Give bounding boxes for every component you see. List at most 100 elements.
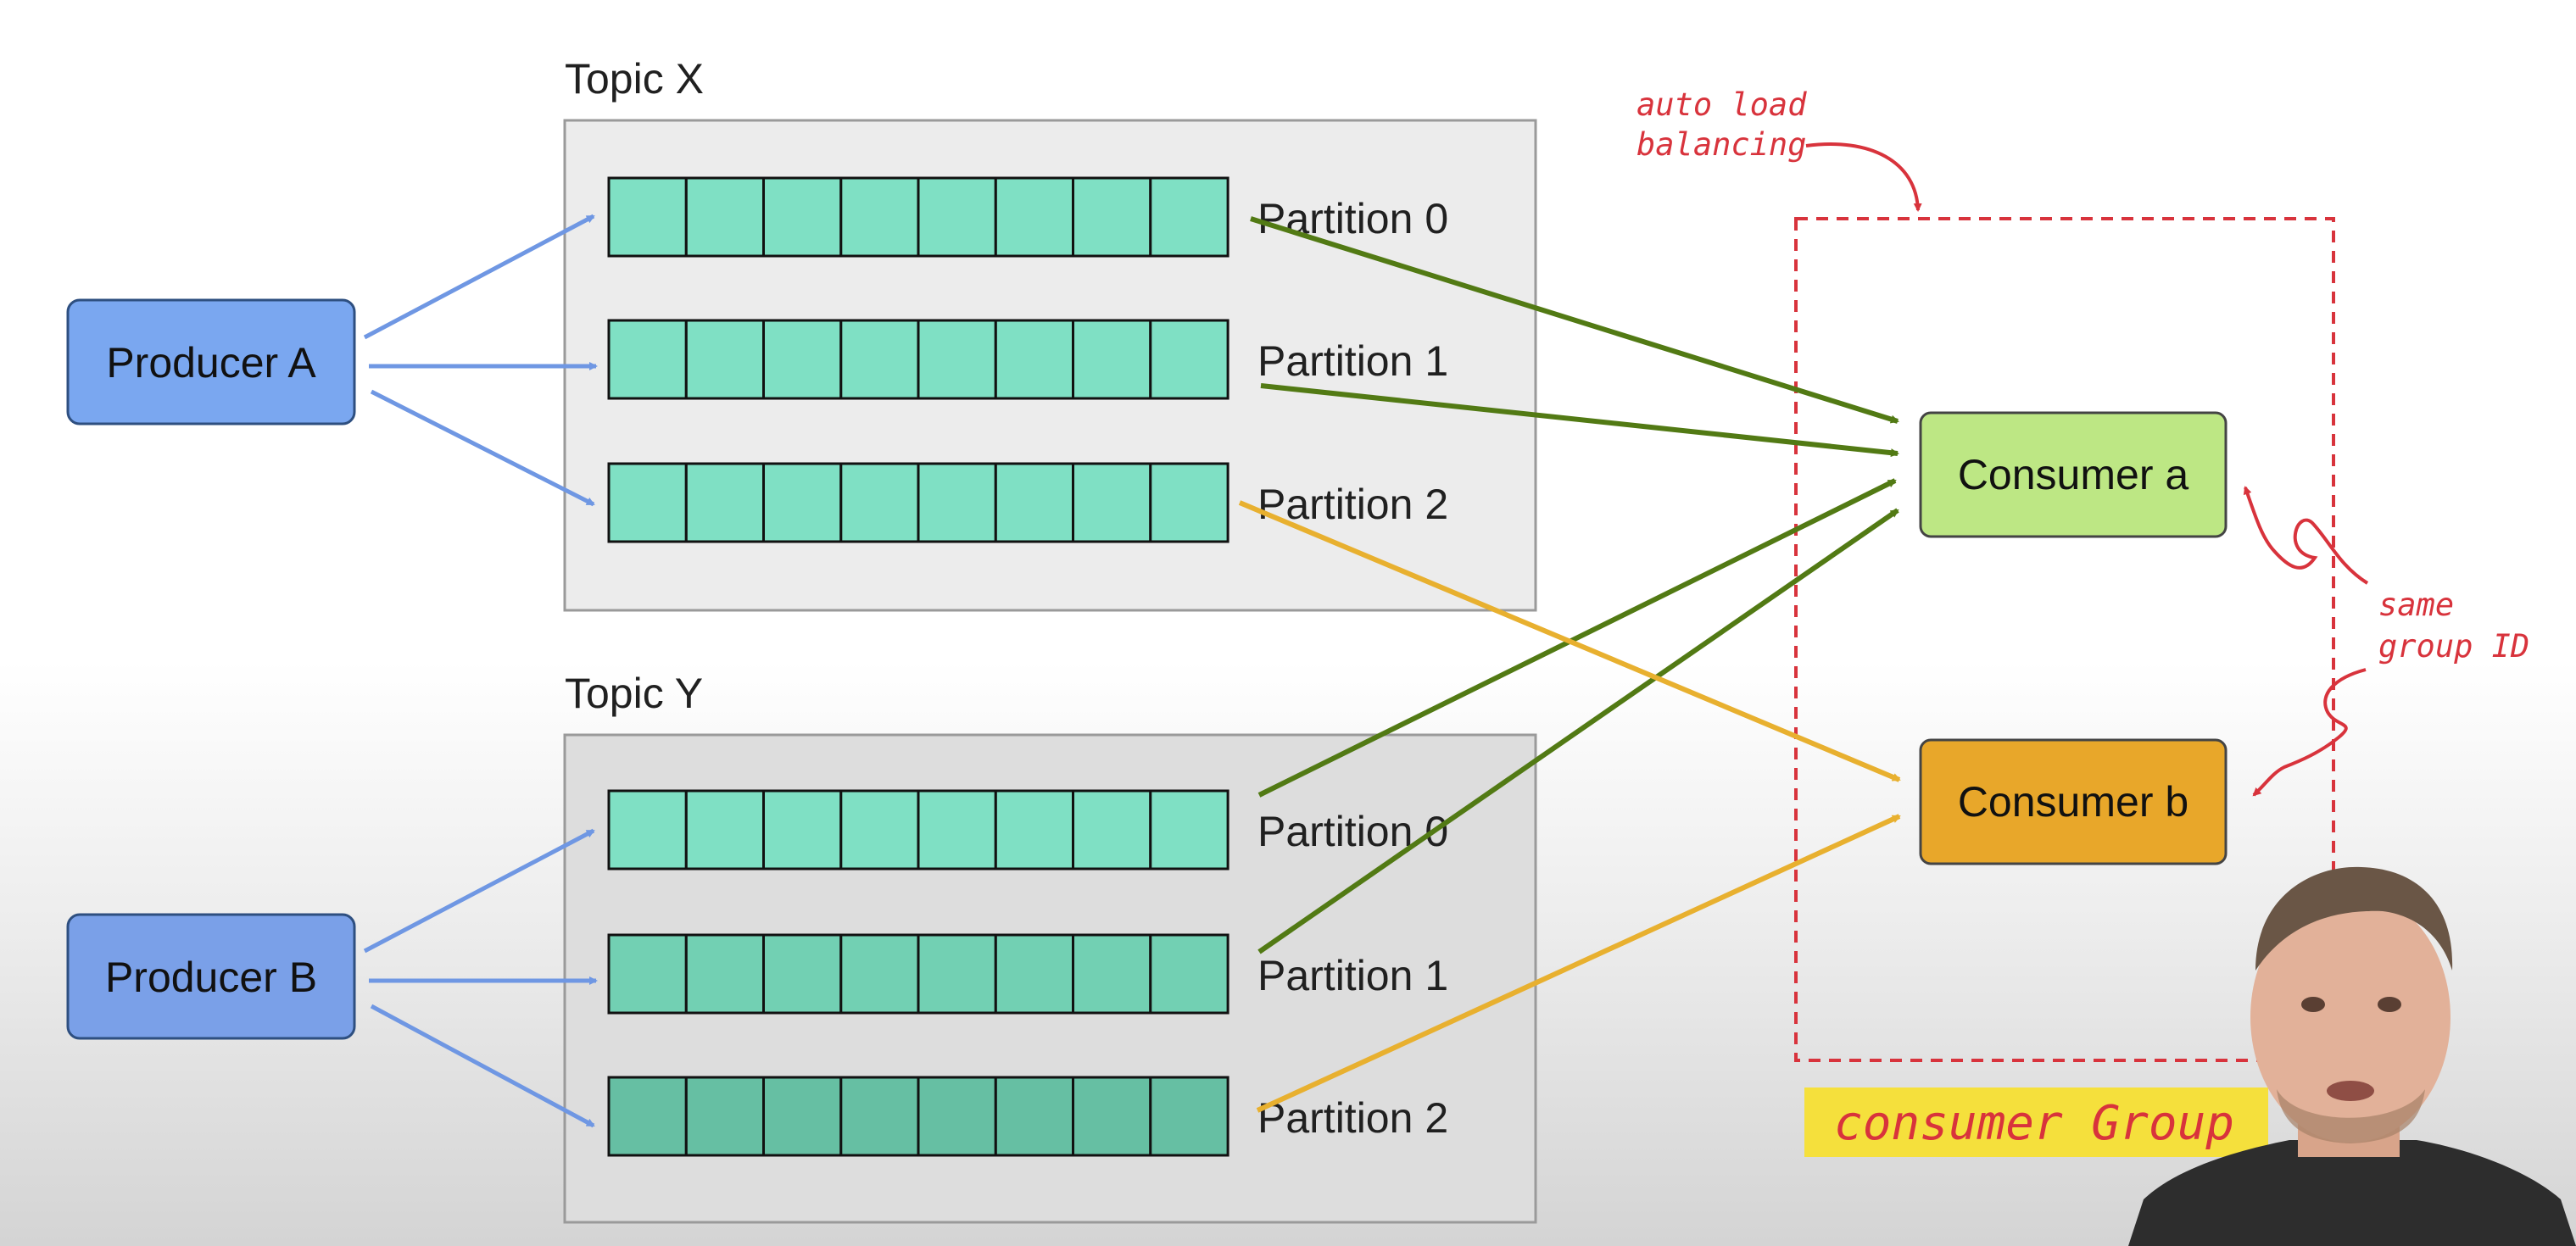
partition-cell [1072, 462, 1152, 543]
consumer-group-boundary [1794, 217, 2335, 1062]
partition-cell [994, 176, 1075, 258]
partition-cell [762, 933, 843, 1015]
partition-cell [684, 176, 766, 258]
topic-x: Topic X Partition 0 Partition 1 Partitio… [563, 55, 1537, 612]
arrow-x-p2-to-consumer-b [1238, 500, 1901, 782]
presenter-eye-left [2301, 997, 2325, 1012]
partition-cell [917, 462, 997, 543]
partition-cell [1072, 1076, 1152, 1157]
topic-y-partition-1: Partition 1 [607, 933, 1448, 1015]
partition-label: Partition 0 [1257, 808, 1448, 855]
partition-cell [607, 789, 688, 871]
topic-x-partition-2: Partition 2 [607, 462, 1448, 543]
partition-cell [839, 176, 920, 258]
partition-cell [1149, 176, 1229, 258]
partition-cell [762, 462, 843, 543]
producer-arrows [363, 214, 598, 1128]
partition-log-cells [607, 319, 1229, 400]
topic-y: Topic Y Partition 0 Partition 1 Partitio… [563, 670, 1537, 1224]
consumer-b-box [1919, 738, 2228, 865]
arrow-y-p2-to-consumer-b [1256, 814, 1901, 1113]
partition-cell [994, 1076, 1075, 1157]
partition-cell [607, 933, 688, 1015]
consumer-group-label-highlight [1804, 1087, 2268, 1157]
presenter-face [2250, 892, 2451, 1143]
consumer-a: Consumer a [1919, 411, 2228, 538]
producer-b-label: Producer B [105, 954, 317, 1001]
producer-a: Producer A [66, 298, 356, 426]
partition-cell [684, 462, 766, 543]
partition-cell [917, 319, 997, 400]
partition-cell [762, 789, 843, 871]
topic-x-title: Topic X [565, 55, 704, 103]
topic-y-partition-0: Partition 0 [607, 789, 1448, 871]
partition-cell [607, 176, 688, 258]
partition-cell [762, 319, 843, 400]
partition-label: Partition 1 [1257, 337, 1448, 385]
annotation-text-line: auto load [1636, 86, 1807, 123]
partition-log-cells [607, 176, 1229, 258]
partition-cell [917, 176, 997, 258]
consumer-group-label: consumer Group [1804, 1087, 2268, 1157]
partition-cell [994, 319, 1075, 400]
partition-log-cells [607, 1076, 1229, 1157]
partition-cell [1072, 319, 1152, 400]
presenter-beard [2277, 1089, 2425, 1143]
consumer-b-label: Consumer b [1958, 778, 2188, 826]
consumer-b: Consumer b [1919, 738, 2228, 865]
annotation-text-line: group ID [2378, 628, 2529, 665]
partition-log-cells [607, 933, 1229, 1015]
partition-cell [1149, 319, 1229, 400]
arrow-producer-b-to-y-p0 [363, 828, 595, 954]
partition-cell [1072, 176, 1152, 258]
partition-cell [994, 933, 1075, 1015]
partition-cell [839, 1076, 920, 1157]
partition-cell [1149, 462, 1229, 543]
presenter-video-overlay [2128, 866, 2576, 1246]
partition-cell [839, 462, 920, 543]
partition-cell [839, 319, 920, 400]
partition-label: Partition 2 [1257, 481, 1448, 528]
arrow-to-consumer-group [1805, 142, 1922, 212]
producer-b-box [66, 913, 356, 1040]
partition-cell [762, 1076, 843, 1157]
arrow-producer-b-to-y-p2 [370, 1004, 595, 1128]
partition-cell [839, 933, 920, 1015]
partition-cell [994, 462, 1075, 543]
partition-label: Partition 1 [1257, 952, 1448, 999]
partition-cell [762, 176, 843, 258]
producer-a-label: Producer A [106, 339, 316, 387]
arrow-y-p1-to-consumer-a [1257, 508, 1899, 954]
partition-cell [684, 789, 766, 871]
topic-x-partition-1: Partition 1 [607, 319, 1448, 400]
consumer-arrows [1238, 216, 1901, 1113]
annotation-text-line: balancing [1636, 126, 1806, 163]
presenter-shirt [2128, 1140, 2576, 1246]
partition-cell [917, 933, 997, 1015]
arrow-producer-a-to-x-p0 [363, 214, 595, 340]
presenter-hair [2255, 866, 2453, 971]
presenter-eye-right [2378, 997, 2401, 1012]
partition-cell [1072, 789, 1152, 871]
partition-cell [1149, 933, 1229, 1015]
topic-y-partition-2: Partition 2 [607, 1076, 1448, 1157]
consumer-group-label-text: consumer Group [1834, 1096, 2234, 1151]
arrow-y-p0-to-consumer-a [1257, 478, 1897, 798]
partition-cell [917, 789, 997, 871]
partition-cell [839, 789, 920, 871]
topic-y-title: Topic Y [565, 670, 703, 717]
partition-cell [994, 789, 1075, 871]
partition-label: Partition 0 [1257, 195, 1448, 242]
partition-cell [684, 933, 766, 1015]
producer-a-box [66, 298, 356, 426]
consumer-a-box [1919, 411, 2228, 538]
partition-log-cells [607, 789, 1229, 871]
arrow-x-p0-to-consumer-a [1250, 216, 1899, 424]
partition-cell [684, 319, 766, 400]
partition-cell [917, 1076, 997, 1157]
partition-cell [607, 1076, 688, 1157]
consumer-a-label: Consumer a [1958, 451, 2189, 498]
producer-b: Producer B [66, 913, 356, 1040]
